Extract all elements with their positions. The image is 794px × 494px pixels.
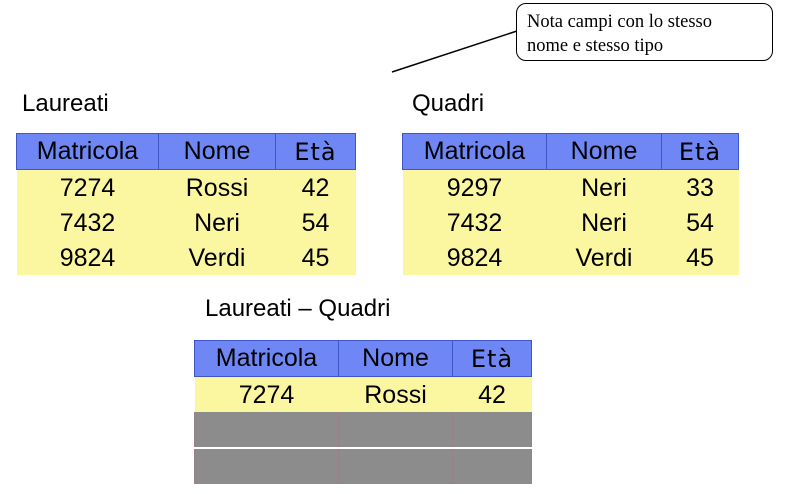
header-nome: Nome bbox=[158, 133, 276, 170]
cell-matricola: 9297 bbox=[402, 169, 547, 205]
masked-cell bbox=[194, 412, 339, 447]
header-eta: Età bbox=[452, 340, 532, 377]
masked-row bbox=[194, 412, 532, 447]
cell-eta: 45 bbox=[661, 240, 739, 275]
masked-cell bbox=[452, 412, 532, 447]
cell-nome: Neri bbox=[546, 169, 662, 205]
cell-nome: Verdi bbox=[546, 240, 662, 275]
table-row: 9824 Verdi 45 bbox=[16, 240, 356, 275]
cell-matricola: 7432 bbox=[16, 205, 159, 240]
table-row: 7432 Neri 54 bbox=[16, 205, 356, 240]
cell-nome: Rossi bbox=[338, 376, 453, 412]
cell-eta: 54 bbox=[275, 205, 356, 240]
cell-matricola: 7274 bbox=[16, 169, 159, 205]
table-row: 7274 Rossi 42 bbox=[194, 376, 532, 412]
header-matricola: Matricola bbox=[194, 340, 339, 377]
quadri-title: Quadri bbox=[412, 90, 485, 117]
difference-table: Matricola Nome Età 7274 Rossi 42 bbox=[194, 340, 532, 484]
table-row: 9824 Verdi 45 bbox=[402, 240, 739, 275]
laureati-title: Laureati bbox=[22, 90, 109, 117]
cell-nome: Verdi bbox=[158, 240, 276, 275]
masked-cell bbox=[338, 412, 453, 447]
note-line-1: Nota campi con lo stesso bbox=[527, 12, 712, 32]
table-header-row: Matricola Nome Età bbox=[194, 340, 532, 377]
cell-eta: 42 bbox=[275, 169, 356, 205]
cell-nome: Rossi bbox=[158, 169, 276, 205]
cell-eta: 54 bbox=[661, 205, 739, 240]
quadri-table: Matricola Nome Età 9297 Neri 33 7432 Ner… bbox=[402, 133, 739, 275]
header-matricola: Matricola bbox=[402, 133, 547, 170]
table-row: 9297 Neri 33 bbox=[402, 169, 739, 205]
header-matricola: Matricola bbox=[16, 133, 159, 170]
note-callout: Nota campi con lo stesso nome e stesso t… bbox=[516, 3, 773, 61]
difference-title: Laureati – Quadri bbox=[205, 295, 391, 322]
header-nome: Nome bbox=[338, 340, 453, 377]
masked-cell bbox=[338, 449, 453, 484]
cell-eta: 42 bbox=[452, 376, 532, 412]
cell-nome: Neri bbox=[158, 205, 276, 240]
masked-cell bbox=[194, 449, 339, 484]
header-eta: Età bbox=[661, 133, 739, 170]
cell-matricola: 7274 bbox=[194, 376, 339, 412]
cell-matricola: 7432 bbox=[402, 205, 547, 240]
table-header-row: Matricola Nome Età bbox=[16, 133, 356, 170]
row-gap bbox=[194, 447, 532, 449]
masked-row bbox=[194, 449, 532, 484]
cell-eta: 45 bbox=[275, 240, 356, 275]
cell-matricola: 9824 bbox=[402, 240, 547, 275]
table-header-row: Matricola Nome Età bbox=[402, 133, 739, 170]
cell-nome: Neri bbox=[546, 205, 662, 240]
masked-cell bbox=[452, 449, 532, 484]
header-nome: Nome bbox=[546, 133, 662, 170]
table-row: 7274 Rossi 42 bbox=[16, 169, 356, 205]
cell-eta: 33 bbox=[661, 169, 739, 205]
cell-matricola: 9824 bbox=[16, 240, 159, 275]
header-eta: Età bbox=[275, 133, 356, 170]
laureati-table: Matricola Nome Età 7274 Rossi 42 7432 Ne… bbox=[16, 133, 356, 275]
note-line-2: nome e stesso tipo bbox=[527, 36, 664, 56]
table-row: 7432 Neri 54 bbox=[402, 205, 739, 240]
